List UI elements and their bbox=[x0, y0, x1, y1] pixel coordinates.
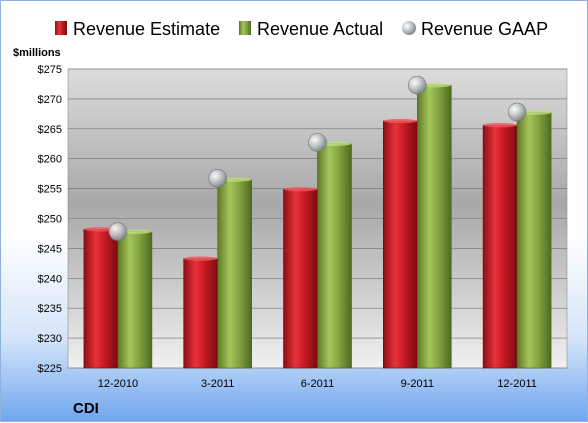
y-axis-ticks: $225 $230 $235 $240 $245 $250 $255 $260 $265 $270… bbox=[38, 64, 62, 375]
x-category-label: 12-2011 bbox=[497, 378, 537, 390]
y-tick-label: $225 bbox=[38, 363, 62, 375]
x-axis-labels: 12-2010 3-2011 6-2011 9-2011 12-2011 bbox=[98, 378, 537, 390]
y-tick-label: $265 bbox=[38, 124, 62, 136]
legend-marker-gaap bbox=[402, 21, 416, 35]
marker-revenue-gaap bbox=[108, 222, 128, 241]
marker-revenue-gaap bbox=[507, 102, 527, 122]
legend-label-actual: Revenue Actual bbox=[257, 19, 383, 39]
x-category-label: 6-2011 bbox=[301, 378, 334, 390]
y-tick-label: $270 bbox=[38, 94, 62, 106]
bar-revenue-estimate bbox=[283, 188, 318, 369]
y-tick-label: $230 bbox=[38, 333, 62, 345]
y-tick-label: $275 bbox=[38, 64, 62, 76]
gaap-markers bbox=[108, 75, 527, 241]
y-tick-label: $245 bbox=[38, 243, 62, 255]
bar-revenue-actual bbox=[217, 179, 252, 369]
legend-swatch-estimate bbox=[55, 21, 67, 35]
legend-item-actual: Revenue Actual bbox=[239, 19, 383, 39]
bar-revenue-estimate-cap bbox=[383, 118, 418, 124]
y-tick-label: $235 bbox=[38, 303, 62, 315]
bar-revenue-actual bbox=[416, 84, 452, 369]
bar-revenue-actual bbox=[516, 112, 552, 369]
legend-label-estimate: Revenue Estimate bbox=[73, 19, 220, 39]
bar-revenue-actual bbox=[117, 231, 153, 369]
x-category-label: 9-2011 bbox=[401, 378, 434, 390]
bar-revenue-actual bbox=[317, 143, 352, 369]
legend: Revenue Estimate Revenue Actual Revenue … bbox=[55, 19, 548, 39]
legend-item-gaap: Revenue GAAP bbox=[402, 19, 548, 39]
x-category-label: 12-2010 bbox=[98, 378, 138, 390]
bar-revenue-estimate bbox=[482, 124, 518, 369]
y-tick-label: $260 bbox=[38, 154, 62, 166]
x-category-label: 3-2011 bbox=[201, 378, 234, 390]
bar-revenue-estimate-cap bbox=[183, 256, 218, 261]
legend-swatch-actual bbox=[239, 21, 251, 35]
y-tick-label: $240 bbox=[38, 273, 62, 285]
marker-revenue-gaap bbox=[407, 75, 427, 95]
marker-revenue-gaap bbox=[208, 169, 227, 188]
unit-label: $millions bbox=[13, 47, 61, 59]
y-tick-label: $250 bbox=[38, 214, 62, 226]
bar-revenue-estimate bbox=[183, 258, 218, 369]
bars bbox=[83, 82, 552, 369]
company-label: CDI bbox=[73, 400, 99, 417]
marker-revenue-gaap bbox=[308, 133, 327, 152]
bar-revenue-estimate-cap bbox=[283, 186, 318, 192]
legend-item-estimate: Revenue Estimate bbox=[55, 19, 220, 39]
bar-revenue-estimate-cap bbox=[483, 123, 518, 128]
legend-label-gaap: Revenue GAAP bbox=[421, 19, 548, 39]
bar-revenue-estimate bbox=[83, 228, 119, 369]
bar-revenue-estimate bbox=[382, 120, 418, 369]
y-tick-label: $255 bbox=[38, 184, 62, 196]
